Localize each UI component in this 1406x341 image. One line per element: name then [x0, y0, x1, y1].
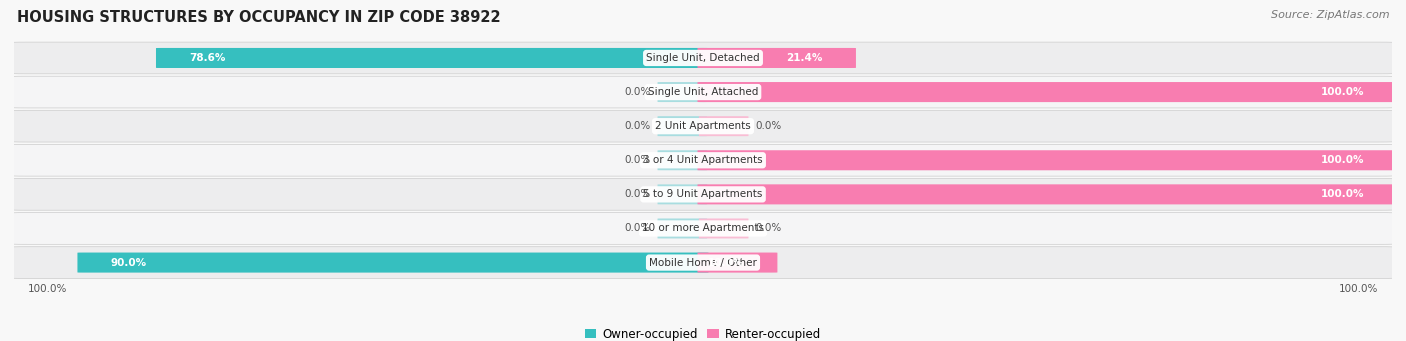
Text: Source: ZipAtlas.com: Source: ZipAtlas.com — [1271, 10, 1389, 20]
Text: 100.0%: 100.0% — [1320, 189, 1364, 199]
Text: 10 or more Apartments: 10 or more Apartments — [643, 223, 763, 234]
Text: 100.0%: 100.0% — [1320, 155, 1364, 165]
FancyBboxPatch shape — [697, 82, 1398, 102]
Text: 100.0%: 100.0% — [1339, 284, 1378, 294]
Text: 3 or 4 Unit Apartments: 3 or 4 Unit Apartments — [643, 155, 763, 165]
Text: 0.0%: 0.0% — [755, 121, 782, 131]
FancyBboxPatch shape — [7, 42, 1399, 74]
FancyBboxPatch shape — [7, 247, 1399, 278]
Text: Mobile Home / Other: Mobile Home / Other — [650, 257, 756, 268]
Text: 5 to 9 Unit Apartments: 5 to 9 Unit Apartments — [644, 189, 762, 199]
FancyBboxPatch shape — [7, 76, 1399, 108]
FancyBboxPatch shape — [658, 116, 707, 136]
Text: 2 Unit Apartments: 2 Unit Apartments — [655, 121, 751, 131]
Text: 100.0%: 100.0% — [1320, 87, 1364, 97]
FancyBboxPatch shape — [697, 48, 856, 68]
Text: 0.0%: 0.0% — [624, 121, 651, 131]
FancyBboxPatch shape — [697, 184, 1398, 204]
FancyBboxPatch shape — [7, 179, 1399, 210]
Text: Single Unit, Attached: Single Unit, Attached — [648, 87, 758, 97]
Text: Single Unit, Detached: Single Unit, Detached — [647, 53, 759, 63]
FancyBboxPatch shape — [7, 110, 1399, 142]
FancyBboxPatch shape — [699, 116, 748, 136]
Text: 0.0%: 0.0% — [624, 223, 651, 234]
FancyBboxPatch shape — [658, 184, 707, 204]
Text: 21.4%: 21.4% — [786, 53, 823, 63]
Text: 100.0%: 100.0% — [28, 284, 67, 294]
Text: 0.0%: 0.0% — [755, 223, 782, 234]
FancyBboxPatch shape — [77, 253, 709, 272]
FancyBboxPatch shape — [658, 150, 707, 170]
FancyBboxPatch shape — [697, 253, 778, 272]
Text: 10.0%: 10.0% — [709, 257, 744, 268]
FancyBboxPatch shape — [658, 82, 707, 102]
FancyBboxPatch shape — [697, 150, 1398, 170]
Text: HOUSING STRUCTURES BY OCCUPANCY IN ZIP CODE 38922: HOUSING STRUCTURES BY OCCUPANCY IN ZIP C… — [17, 10, 501, 25]
Text: 78.6%: 78.6% — [188, 53, 225, 63]
Text: 0.0%: 0.0% — [624, 155, 651, 165]
Text: 90.0%: 90.0% — [111, 257, 146, 268]
FancyBboxPatch shape — [7, 213, 1399, 244]
Text: 0.0%: 0.0% — [624, 189, 651, 199]
FancyBboxPatch shape — [156, 48, 709, 68]
FancyBboxPatch shape — [7, 145, 1399, 176]
Text: 0.0%: 0.0% — [624, 87, 651, 97]
FancyBboxPatch shape — [658, 219, 707, 238]
FancyBboxPatch shape — [699, 219, 748, 238]
Legend: Owner-occupied, Renter-occupied: Owner-occupied, Renter-occupied — [579, 323, 827, 341]
